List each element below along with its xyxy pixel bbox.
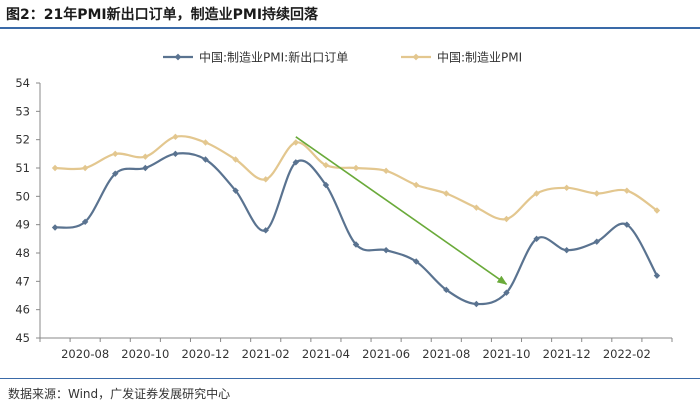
data-point (51, 164, 59, 172)
x-tick-label: 2021-08 (422, 347, 470, 361)
y-tick-label: 45 (15, 331, 30, 345)
x-tick-label: 2021-02 (242, 347, 290, 361)
series-new-export-orders (51, 150, 661, 308)
data-point (352, 164, 360, 172)
data-point (623, 221, 631, 228)
x-tick-label: 2020-08 (61, 347, 109, 361)
data-point (443, 190, 450, 197)
data-point (232, 156, 239, 163)
data-point (412, 258, 420, 265)
data-point (322, 181, 330, 189)
data-point (262, 176, 269, 183)
x-tick-label: 2021-10 (482, 347, 530, 361)
data-point (563, 184, 570, 192)
data-point (292, 139, 300, 146)
data-point (653, 207, 661, 214)
data-point (412, 181, 420, 189)
series-layer (51, 133, 661, 308)
data-point (382, 167, 390, 175)
series-line (54, 152, 658, 306)
data-point (503, 289, 510, 296)
data-point (262, 227, 269, 234)
legend-item-manufacturing-pmi: 中国:制造业PMI (401, 50, 522, 65)
data-point (563, 246, 570, 254)
data-point (473, 300, 480, 308)
data-point (51, 224, 59, 231)
data-point (112, 170, 119, 177)
y-tick-label: 46 (15, 303, 30, 317)
data-point (292, 159, 300, 166)
series-line (55, 135, 658, 221)
x-tick-label: 2020-12 (181, 347, 229, 361)
figure-title: 图2：21年PMI新出口订单，制造业PMI持续回落 (6, 7, 319, 23)
data-point (623, 187, 631, 194)
data-point (503, 215, 510, 223)
y-tick-label: 50 (15, 189, 30, 203)
y-tick-label: 53 (15, 104, 30, 118)
data-point (382, 246, 390, 254)
data-point (142, 153, 149, 160)
series-manufacturing-pmi (51, 133, 661, 223)
data-point (473, 204, 480, 211)
data-point (232, 187, 239, 194)
data-source-note: 数据来源：Wind，广发证券发展研究中心 (8, 387, 231, 401)
data-point (81, 164, 89, 172)
data-point (352, 241, 360, 248)
data-point (142, 164, 149, 172)
data-point (593, 190, 600, 197)
data-point (533, 235, 540, 243)
x-tick-label: 2020-10 (121, 347, 169, 361)
x-tick-label: 2021-12 (543, 347, 591, 361)
y-tick-label: 47 (15, 274, 30, 288)
data-point (443, 286, 450, 294)
data-point (533, 190, 540, 197)
y-tick-label: 49 (15, 218, 30, 232)
y-tick-label: 51 (15, 161, 30, 175)
legend-label: 中国:制造业PMI:新出口订单 (199, 50, 348, 65)
data-point (172, 133, 179, 141)
footer-rule (0, 378, 700, 379)
data-point (172, 150, 179, 158)
data-point (653, 272, 661, 279)
x-tick-label: 2021-04 (302, 347, 350, 361)
y-tick-label: 52 (15, 133, 30, 147)
chart-legend: 中国:制造业PMI:新出口订单 中国:制造业PMI (163, 50, 522, 65)
annotation-layer (295, 136, 508, 285)
title-rule (0, 27, 700, 29)
legend-marker (412, 53, 420, 61)
y-tick-label: 48 (15, 246, 30, 260)
legend-marker (174, 53, 182, 61)
x-tick-label: 2021-06 (362, 347, 410, 361)
chart-axes: 45 46 47 48 49 50 51 52 53 54 2020-08 2020-10 2020-1… (15, 76, 673, 361)
data-point (593, 238, 600, 245)
data-point (322, 161, 330, 169)
data-point (81, 218, 89, 226)
x-tick-label: 2022-02 (603, 347, 651, 361)
legend-item-new-export-orders: 中国:制造业PMI:新出口订单 (163, 50, 348, 65)
data-point (202, 139, 209, 146)
data-point (112, 150, 119, 158)
line-chart: 中国:制造业PMI:新出口订单 中国:制造业PMI 45 46 47 48 49 50 51 5… (15, 50, 673, 361)
trend-arrow (295, 136, 508, 285)
data-point (202, 156, 209, 163)
y-tick-label: 54 (15, 76, 30, 90)
legend-label: 中国:制造业PMI (437, 50, 522, 65)
